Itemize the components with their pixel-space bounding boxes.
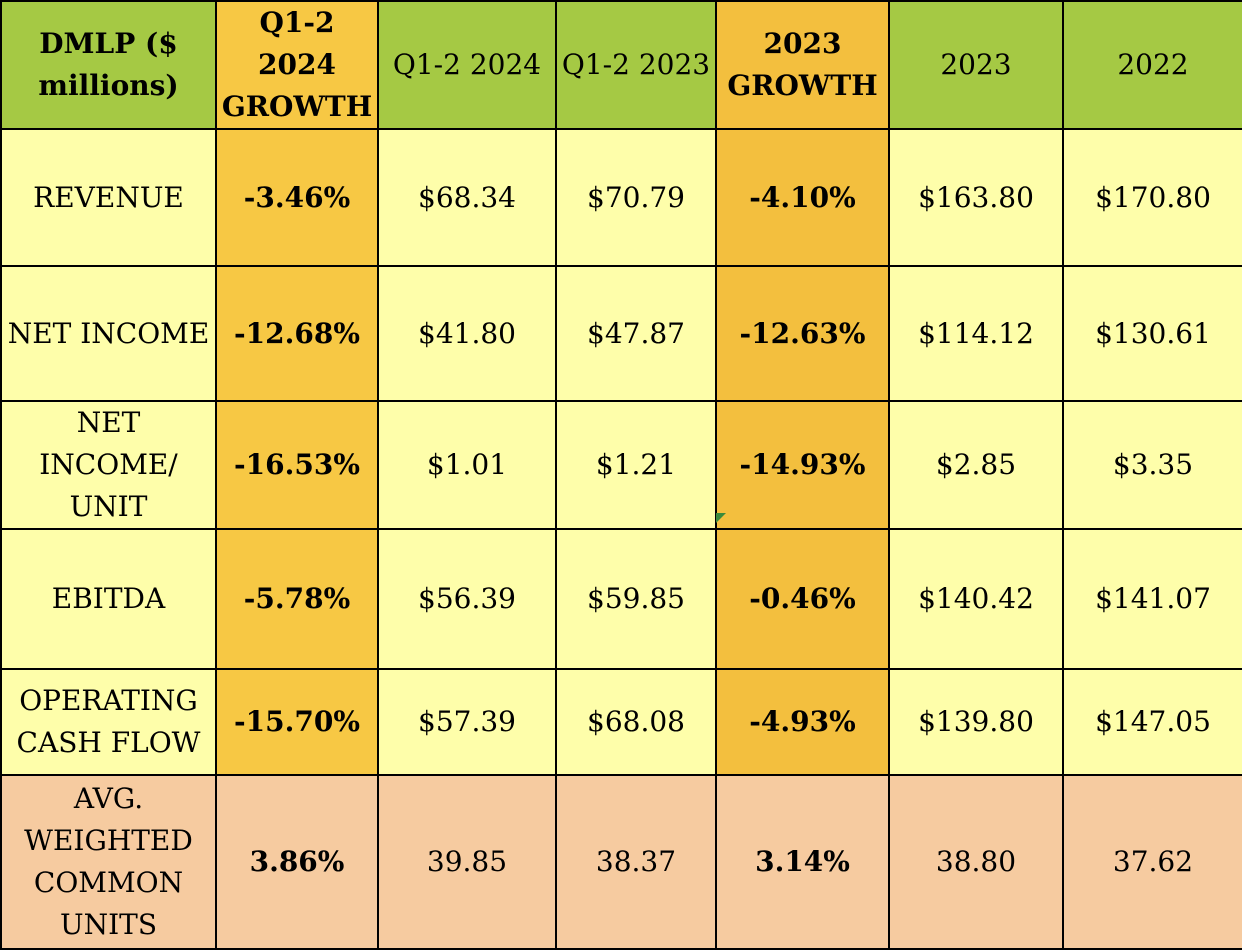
header-row: DMLP ($ millions) Q1-2 2024 GROWTH Q1-2 20… — [0, 0, 1242, 130]
data-cell: $47.87 — [555, 265, 717, 402]
data-cell: $163.80 — [888, 128, 1064, 267]
data-cell: $1.01 — [377, 400, 557, 530]
row-label: NET INCOME/UNIT — [0, 400, 217, 530]
table-row: NET INCOME -12.68% $41.80 $47.87 -12.63%… — [0, 265, 1242, 402]
data-cell: -15.70% — [215, 668, 379, 776]
row-label: NET INCOME — [0, 265, 217, 402]
row-label: OPERATING CASH FLOW — [0, 668, 217, 776]
table-row: REVENUE -3.46% $68.34 $70.79 -4.10% $163… — [0, 128, 1242, 267]
data-cell: $68.08 — [555, 668, 717, 776]
header-cell-2023-growth: 2023 GROWTH — [715, 0, 890, 130]
data-cell: $68.34 — [377, 128, 557, 267]
data-cell: $1.21 — [555, 400, 717, 530]
header-cell-2023: 2023 — [888, 0, 1064, 130]
data-cell: $141.07 — [1062, 528, 1242, 670]
data-cell: 37.62 — [1062, 774, 1242, 950]
header-cell-label: DMLP ($ millions) — [0, 0, 217, 130]
data-cell: $70.79 — [555, 128, 717, 267]
data-cell: 3.14% — [715, 774, 890, 950]
data-cell: -3.46% — [215, 128, 379, 267]
table-row: AVG. WEIGHTED COMMON UNITS 3.86% 39.85 38.3… — [0, 774, 1242, 950]
cell-comment-marker — [716, 513, 726, 523]
data-cell: 38.80 — [888, 774, 1064, 950]
data-cell: -12.68% — [215, 265, 379, 402]
table-row: OPERATING CASH FLOW -15.70% $57.39 $68.08… — [0, 668, 1242, 776]
table-row: EBITDA -5.78% $56.39 $59.85 -0.46% $140.… — [0, 528, 1242, 670]
data-cell: $57.39 — [377, 668, 557, 776]
data-cell: $59.85 — [555, 528, 717, 670]
header-cell-q12-2024: Q1-2 2024 — [377, 0, 557, 130]
data-cell: -4.93% — [715, 668, 890, 776]
data-cell: -12.63% — [715, 265, 890, 402]
data-cell: 38.37 — [555, 774, 717, 950]
header-cell-q12-2024-growth: Q1-2 2024 GROWTH — [215, 0, 379, 130]
data-cell: -14.93% — [715, 400, 890, 530]
data-cell: $114.12 — [888, 265, 1064, 402]
data-cell: $140.42 — [888, 528, 1064, 670]
data-cell: -5.78% — [215, 528, 379, 670]
data-cell: $170.80 — [1062, 128, 1242, 267]
table-row: NET INCOME/UNIT -16.53% $1.01 $1.21 -14.… — [0, 400, 1242, 530]
data-cell: $3.35 — [1062, 400, 1242, 530]
data-cell: $147.05 — [1062, 668, 1242, 776]
data-cell: $56.39 — [377, 528, 557, 670]
data-cell: $130.61 — [1062, 265, 1242, 402]
data-cell: -0.46% — [715, 528, 890, 670]
data-cell: 39.85 — [377, 774, 557, 950]
row-label: REVENUE — [0, 128, 217, 267]
data-cell: $41.80 — [377, 265, 557, 402]
data-cell: 3.86% — [215, 774, 379, 950]
header-cell-q12-2023: Q1-2 2023 — [555, 0, 717, 130]
row-label: EBITDA — [0, 528, 217, 670]
data-cell: -16.53% — [215, 400, 379, 530]
data-cell: $139.80 — [888, 668, 1064, 776]
data-cell: -4.10% — [715, 128, 890, 267]
row-label: AVG. WEIGHTED COMMON UNITS — [0, 774, 217, 950]
data-cell: $2.85 — [888, 400, 1064, 530]
header-cell-2022: 2022 — [1062, 0, 1242, 130]
